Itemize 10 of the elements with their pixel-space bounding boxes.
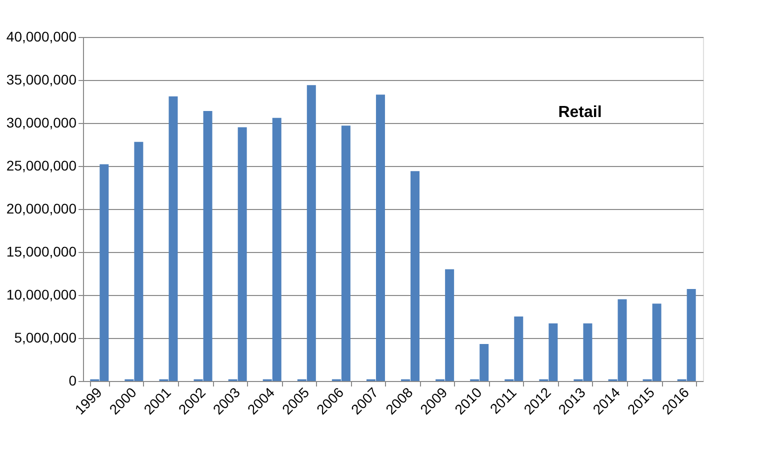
y-tick-label: 20,000,000 xyxy=(6,200,77,216)
annotation: Retail xyxy=(558,104,602,121)
y-tick-label: 15,000,000 xyxy=(6,244,77,260)
y-tick-label: 5,000,000 xyxy=(14,330,77,346)
y-tick-label: 40,000,000 xyxy=(6,28,77,44)
y-tick-label: 30,000,000 xyxy=(6,114,77,130)
y-tick-label: 35,000,000 xyxy=(6,72,77,88)
y-tick-label: 25,000,000 xyxy=(6,158,77,174)
y-tick-label: 10,000,000 xyxy=(6,286,77,302)
y-tick-label: 0 xyxy=(68,372,77,388)
